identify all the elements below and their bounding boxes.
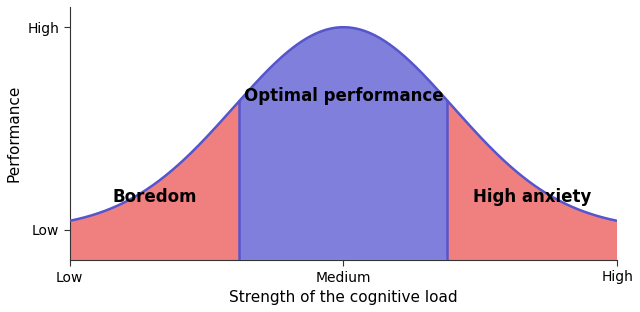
Polygon shape (70, 101, 239, 260)
X-axis label: Strength of the cognitive load: Strength of the cognitive load (229, 290, 458, 305)
Polygon shape (239, 27, 447, 260)
Text: High anxiety: High anxiety (473, 188, 591, 206)
Polygon shape (447, 101, 617, 260)
Text: Boredom: Boredom (113, 188, 197, 206)
Text: Optimal performance: Optimal performance (244, 86, 444, 105)
Y-axis label: Performance: Performance (7, 85, 22, 182)
